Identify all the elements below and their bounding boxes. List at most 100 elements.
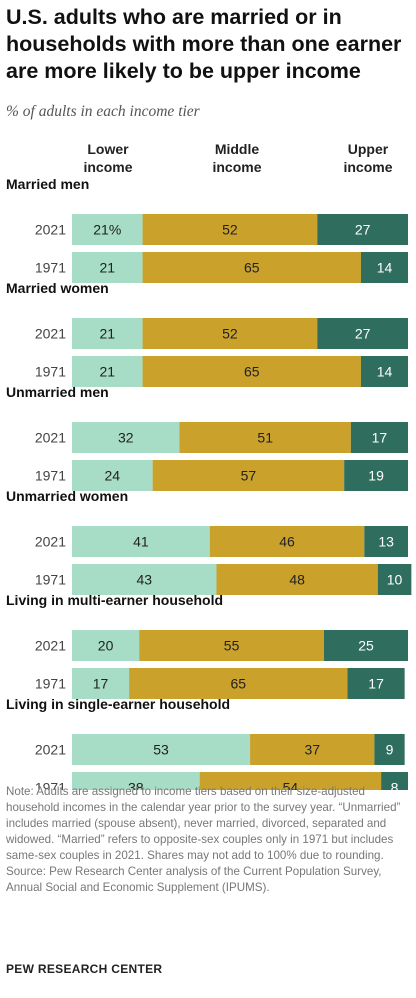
bar-upper-unmarried-men-1971 <box>344 460 408 491</box>
group-label-living-in-multi-earner-household: Living in multi-earner household <box>6 592 223 608</box>
bar-middle-unmarried-men-1971 <box>152 460 345 491</box>
bar-lower-living-in-single-earner-household-2021 <box>72 734 251 765</box>
data-label-upper-unmarried-men-1971: 19 <box>368 468 384 484</box>
bar-middle-unmarried-women-1971 <box>216 564 378 595</box>
year-label-married-women-2021: 2021 <box>35 326 66 342</box>
bar-lower-married-women-2021 <box>72 318 143 349</box>
data-label-lower-living-in-multi-earner-household-1971: 17 <box>93 676 109 692</box>
data-label-middle-married-women-2021: 52 <box>222 326 238 342</box>
data-label-lower-unmarried-women-2021: 41 <box>133 534 149 550</box>
data-label-lower-married-men-2021: 21% <box>93 222 121 238</box>
data-label-middle-living-in-multi-earner-household-1971: 65 <box>231 676 247 692</box>
year-label-married-men-2021: 2021 <box>35 222 66 238</box>
data-label-middle-married-men-2021: 52 <box>222 222 238 238</box>
data-label-upper-living-in-single-earner-household-1971: 8 <box>391 780 399 791</box>
bar-upper-living-in-multi-earner-household-1971 <box>347 668 405 699</box>
data-label-lower-married-men-1971: 21 <box>99 260 115 276</box>
group-label-unmarried-women: Unmarried women <box>6 488 128 504</box>
bar-middle-married-women-2021 <box>142 318 318 349</box>
bar-lower-living-in-multi-earner-household-1971 <box>72 668 130 699</box>
bar-lower-unmarried-men-1971 <box>72 460 153 491</box>
data-label-middle-living-in-multi-earner-household-2021: 55 <box>224 638 240 654</box>
note-text: Note: Adults are assigned to income tier… <box>6 785 401 862</box>
data-label-middle-married-women-1971: 65 <box>244 364 260 380</box>
year-label-living-in-single-earner-household-1971: 1971 <box>35 780 66 791</box>
data-label-upper-unmarried-women-1971: 10 <box>387 572 403 588</box>
legend-lower-income: Lower income <box>83 141 133 175</box>
group-label-unmarried-men: Unmarried men <box>6 384 109 400</box>
data-label-lower-married-women-2021: 21 <box>99 326 115 342</box>
year-label-living-in-single-earner-household-2021: 2021 <box>35 742 66 758</box>
bar-lower-unmarried-women-2021 <box>72 526 210 557</box>
year-label-unmarried-men-1971: 1971 <box>35 468 66 484</box>
group-label-living-in-single-earner-household: Living in single-earner household <box>6 696 230 712</box>
bar-lower-unmarried-men-2021 <box>72 422 180 453</box>
data-label-middle-unmarried-men-1971: 57 <box>241 468 257 484</box>
data-label-upper-married-women-1971: 14 <box>377 364 393 380</box>
bar-lower-married-men-1971 <box>72 252 143 283</box>
data-label-upper-married-men-1971: 14 <box>377 260 393 276</box>
bar-middle-married-women-1971 <box>142 356 361 387</box>
bar-lower-unmarried-women-1971 <box>72 564 217 595</box>
year-label-living-in-multi-earner-household-2021: 2021 <box>35 638 66 654</box>
data-label-lower-unmarried-men-2021: 32 <box>118 430 134 446</box>
bar-lower-living-in-single-earner-household-1971 <box>72 772 200 790</box>
source-text: Source: Pew Research Center analysis of … <box>6 865 382 894</box>
bar-upper-married-men-2021 <box>317 214 408 245</box>
bar-upper-unmarried-women-2021 <box>364 526 408 557</box>
year-label-unmarried-women-2021: 2021 <box>35 534 66 550</box>
bar-upper-married-women-1971 <box>360 356 408 387</box>
group-label-married-men: Married men <box>6 176 89 192</box>
data-label-lower-living-in-multi-earner-household-2021: 20 <box>98 638 114 654</box>
data-label-middle-unmarried-women-1971: 48 <box>289 572 305 588</box>
chart-subtitle: % of adults in each income tier <box>6 103 200 120</box>
data-label-lower-unmarried-men-1971: 24 <box>105 468 121 484</box>
year-label-married-women-1971: 1971 <box>35 364 66 380</box>
data-label-upper-living-in-multi-earner-household-2021: 25 <box>358 638 374 654</box>
bar-middle-living-in-multi-earner-household-1971 <box>129 668 348 699</box>
year-label-living-in-multi-earner-household-1971: 1971 <box>35 676 66 692</box>
data-label-middle-living-in-single-earner-household-2021: 37 <box>304 742 320 758</box>
legend-upper-income: Upper income <box>343 141 393 175</box>
bar-upper-married-men-1971 <box>360 252 408 283</box>
group-label-married-women: Married women <box>6 280 109 296</box>
bar-lower-married-women-1971 <box>72 356 143 387</box>
bar-lower-married-men-2021 <box>72 214 143 245</box>
year-label-married-men-1971: 1971 <box>35 260 66 276</box>
bar-upper-living-in-single-earner-household-1971 <box>381 772 408 790</box>
year-label-unmarried-men-2021: 2021 <box>35 430 66 446</box>
data-label-middle-unmarried-women-2021: 46 <box>279 534 295 550</box>
bar-upper-unmarried-women-1971 <box>377 564 412 595</box>
bar-middle-living-in-single-earner-household-2021 <box>250 734 375 765</box>
legend-middle-income: Middle income <box>212 141 262 175</box>
chart-notes: Note: Adults are assigned to income tier… <box>6 784 410 896</box>
bar-upper-living-in-single-earner-household-2021 <box>374 734 405 765</box>
chart-title: U.S. adults who are married or in househ… <box>6 5 402 83</box>
data-label-lower-living-in-single-earner-household-2021: 53 <box>153 742 169 758</box>
data-label-upper-married-women-2021: 27 <box>355 326 371 342</box>
data-label-upper-living-in-multi-earner-household-1971: 17 <box>368 676 384 692</box>
data-label-upper-married-men-2021: 27 <box>355 222 371 238</box>
data-label-upper-living-in-single-earner-household-2021: 9 <box>386 742 394 758</box>
data-label-lower-unmarried-women-1971: 43 <box>136 572 152 588</box>
bar-middle-married-men-2021 <box>142 214 318 245</box>
bar-middle-unmarried-men-2021 <box>179 422 351 453</box>
data-label-middle-living-in-single-earner-household-1971: 54 <box>283 780 299 791</box>
bar-middle-living-in-single-earner-household-1971 <box>199 772 382 790</box>
data-label-upper-unmarried-women-2021: 13 <box>378 534 394 550</box>
bar-middle-living-in-multi-earner-household-2021 <box>139 630 324 661</box>
data-label-upper-unmarried-men-2021: 17 <box>372 430 388 446</box>
bar-middle-unmarried-women-2021 <box>209 526 365 557</box>
bar-lower-living-in-multi-earner-household-2021 <box>72 630 140 661</box>
bar-upper-unmarried-men-2021 <box>350 422 408 453</box>
bar-middle-married-men-1971 <box>142 252 361 283</box>
bar-upper-living-in-multi-earner-household-2021 <box>324 630 408 661</box>
pew-research-center-logo: PEW RESEARCH CENTER <box>6 962 163 976</box>
bar-upper-married-women-2021 <box>317 318 408 349</box>
data-label-lower-married-women-1971: 21 <box>99 364 115 380</box>
year-label-unmarried-women-1971: 1971 <box>35 572 66 588</box>
data-label-lower-living-in-single-earner-household-1971: 38 <box>128 780 144 791</box>
data-label-middle-married-men-1971: 65 <box>244 260 260 276</box>
data-label-middle-unmarried-men-2021: 51 <box>257 430 273 446</box>
